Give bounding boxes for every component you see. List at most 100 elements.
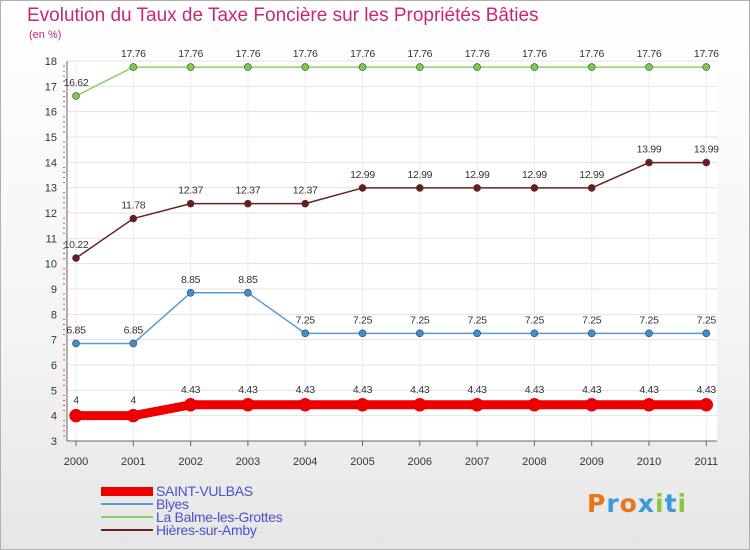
data-point: [702, 158, 711, 167]
x-tick-label: 2006: [408, 456, 432, 468]
x-tick-label: 2003: [236, 456, 260, 468]
x-tick-label: 2009: [579, 456, 603, 468]
y-tick-label: 10: [45, 259, 57, 271]
y-tick-label: 15: [45, 132, 57, 144]
data-label: 4.43: [525, 384, 545, 396]
x-tick-label: 2000: [64, 456, 88, 468]
data-label: 12.99: [350, 169, 375, 181]
data-label: 17.76: [121, 48, 146, 60]
y-tick-label: 11: [46, 233, 57, 245]
legend-swatch: [101, 503, 153, 505]
data-point: [473, 329, 481, 338]
data-label: 12.99: [579, 169, 604, 181]
data-point: [645, 158, 653, 167]
data-label: 13.99: [694, 144, 719, 156]
data-point: [415, 184, 424, 192]
data-label: 4: [73, 395, 79, 407]
legend-label: Blyes: [156, 496, 189, 512]
logo-letter: r: [606, 489, 620, 518]
data-label: 4.43: [410, 384, 430, 396]
data-point: [301, 329, 310, 338]
y-tick-label: 12: [45, 208, 57, 220]
series-line-0: [71, 400, 711, 421]
data-point: [183, 398, 198, 412]
y-tick-label: 18: [45, 56, 57, 68]
data-point: [72, 254, 80, 262]
data-point: [69, 408, 83, 423]
data-point: [702, 63, 711, 71]
data-label: 7.25: [697, 314, 717, 326]
data-label: 7.25: [467, 314, 487, 326]
data-point: [470, 398, 484, 412]
data-label: 7.25: [525, 314, 545, 326]
y-tick-label: 17: [45, 81, 57, 93]
y-tick-label: 4: [51, 411, 57, 423]
data-label: 11.78: [121, 200, 145, 212]
data-point: [473, 63, 481, 71]
data-label: 17.76: [579, 48, 604, 60]
data-point: [241, 398, 255, 412]
data-label: 4.43: [238, 384, 258, 396]
data-point: [358, 63, 367, 71]
data-label: 17.76: [236, 48, 261, 60]
data-label: 4.43: [296, 384, 316, 396]
series-line-3: [75, 161, 708, 259]
data-label: 4.43: [181, 384, 201, 396]
y-tick-label: 3: [51, 436, 57, 448]
data-point: [186, 63, 195, 71]
data-point: [530, 184, 539, 192]
data-point: [473, 184, 481, 192]
data-point: [358, 329, 367, 338]
data-label: 6.85: [124, 324, 144, 336]
x-tick-label: 2008: [522, 456, 546, 468]
data-label: 17.76: [694, 48, 719, 60]
x-tick-label: 2004: [293, 456, 317, 468]
data-label: 17.76: [637, 48, 662, 60]
plot-area: [67, 61, 717, 441]
series-line-1: [75, 292, 708, 345]
data-point: [587, 329, 596, 338]
data-label: 7.25: [353, 314, 373, 326]
unit-label: (en %): [29, 29, 62, 41]
y-tick-label: 5: [51, 385, 57, 397]
x-tick-label: 2007: [465, 456, 489, 468]
legend-swatch: [101, 487, 153, 496]
data-point: [642, 398, 656, 412]
data-point: [301, 63, 310, 71]
y-tick-label: 14: [45, 157, 57, 169]
data-label: 17.76: [293, 48, 318, 60]
series-line-2: [75, 66, 708, 97]
data-point: [244, 63, 252, 71]
data-point: [186, 288, 195, 297]
data-label: 7.25: [582, 314, 602, 326]
logo-letter: i: [655, 489, 665, 518]
data-label: 17.76: [465, 48, 490, 60]
proxiti-logo: Proxiti: [587, 489, 687, 518]
data-point: [702, 329, 711, 338]
x-tick-label: 2011: [694, 456, 718, 468]
data-label: 12.37: [236, 185, 261, 197]
data-point: [530, 329, 539, 338]
data-point: [584, 398, 599, 412]
data-label: 12.37: [178, 185, 203, 197]
data-point: [301, 199, 310, 208]
data-point: [413, 398, 427, 412]
data-point: [186, 199, 195, 208]
legend-label: SAINT-VULBAS: [156, 483, 253, 499]
data-label: 17.76: [350, 48, 375, 60]
data-point: [72, 92, 80, 100]
data-point: [129, 339, 138, 348]
data-point: [645, 63, 653, 71]
x-tick-label: 2010: [637, 456, 661, 468]
data-point: [415, 329, 424, 338]
data-label: 4.43: [467, 384, 487, 396]
data-label: 17.76: [522, 48, 547, 60]
logo-letter: t: [664, 489, 678, 518]
logo-letter: i: [677, 489, 688, 518]
data-point: [587, 63, 596, 71]
data-label: 8.85: [238, 274, 258, 286]
data-label: 12.99: [465, 169, 490, 181]
x-tick-label: 2002: [178, 456, 202, 468]
